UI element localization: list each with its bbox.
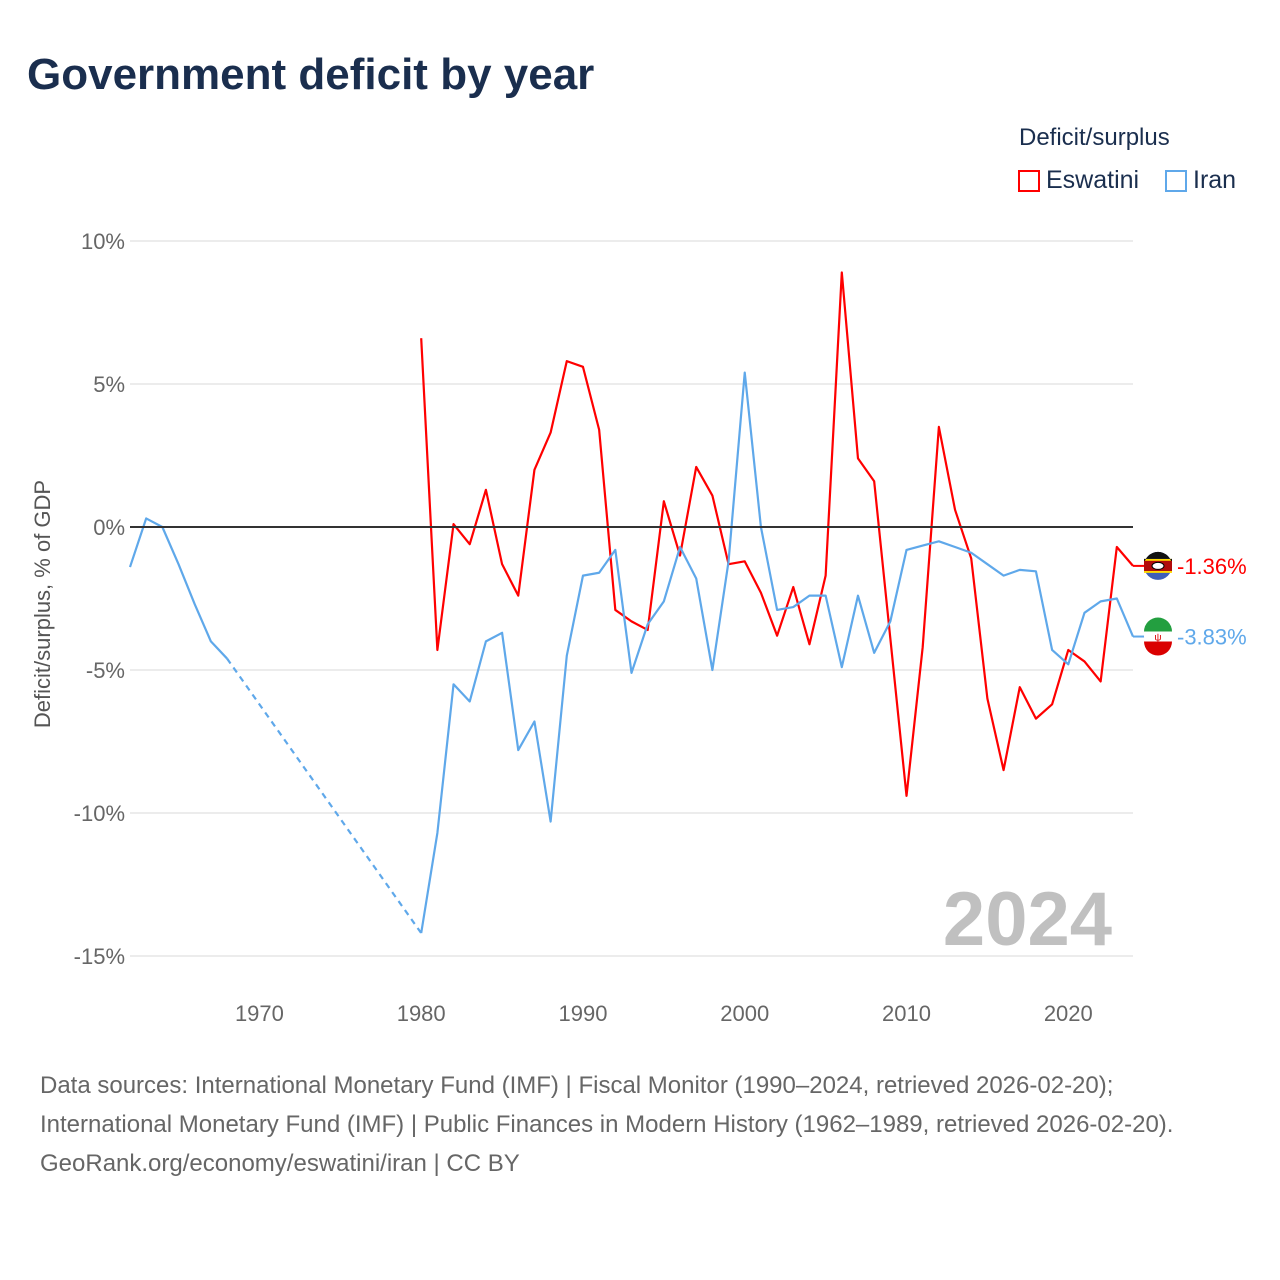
x-tick-label: 2020 [1044,1001,1093,1026]
end-value-label: -3.83% [1177,625,1247,650]
series-line-iran [226,657,423,934]
legend-swatch-iran [1165,169,1187,192]
flag-part [1144,617,1172,632]
legend-item-iran[interactable]: Iran [1165,166,1236,195]
year-watermark: 2024 [943,877,1112,962]
y-tick-label: 5% [93,372,125,397]
flag-icon-eswatini [1144,551,1172,580]
flag-part [1144,641,1172,656]
y-tick-label: 10% [81,229,125,254]
x-tick-label: 1970 [235,1001,284,1026]
page-title: Government deficit by year [27,50,595,99]
y-axis-label: Deficit/surplus, % of GDP [30,480,55,728]
x-tick-label: 1980 [397,1001,446,1026]
source-note: Data sources: International Monetary Fun… [40,1066,1240,1183]
flag-emblem: ψ [1154,633,1161,644]
legend-swatch-eswatini [1018,169,1040,192]
end-value-label: -1.36% [1177,554,1247,579]
line-chart: 10% 5% 0% -5% -10% -15% 1970 1980 1990 2000 2010 20… [30,229,1247,1026]
series-line-eswatini [420,271,1134,797]
x-tick-label: 2000 [720,1001,769,1026]
legend-item-eswatini[interactable]: Eswatini [1018,166,1139,195]
y-tick-label: -10% [74,801,125,826]
source-text: Data sources: International Monetary Fun… [40,1072,1174,1138]
flag-part [1144,551,1172,566]
flag-part [1151,561,1165,570]
x-tick-label: 2010 [882,1001,931,1026]
legend-label: Iran [1193,166,1237,194]
series-line-iran [128,517,228,660]
x-tick-label: 1990 [558,1001,607,1026]
y-tick-label: 0% [93,515,125,540]
series-line-iran [420,371,1135,934]
legend-title: Deficit/surplus [1019,124,1170,151]
legend-label: Eswatini [1046,166,1140,194]
flag-icon-iran: ψ [1144,617,1172,656]
source-link[interactable]: GeoRank.org/economy/eswatini/iran | CC B… [40,1150,520,1177]
y-tick-label: -15% [74,944,125,969]
y-tick-label: -5% [86,658,125,683]
